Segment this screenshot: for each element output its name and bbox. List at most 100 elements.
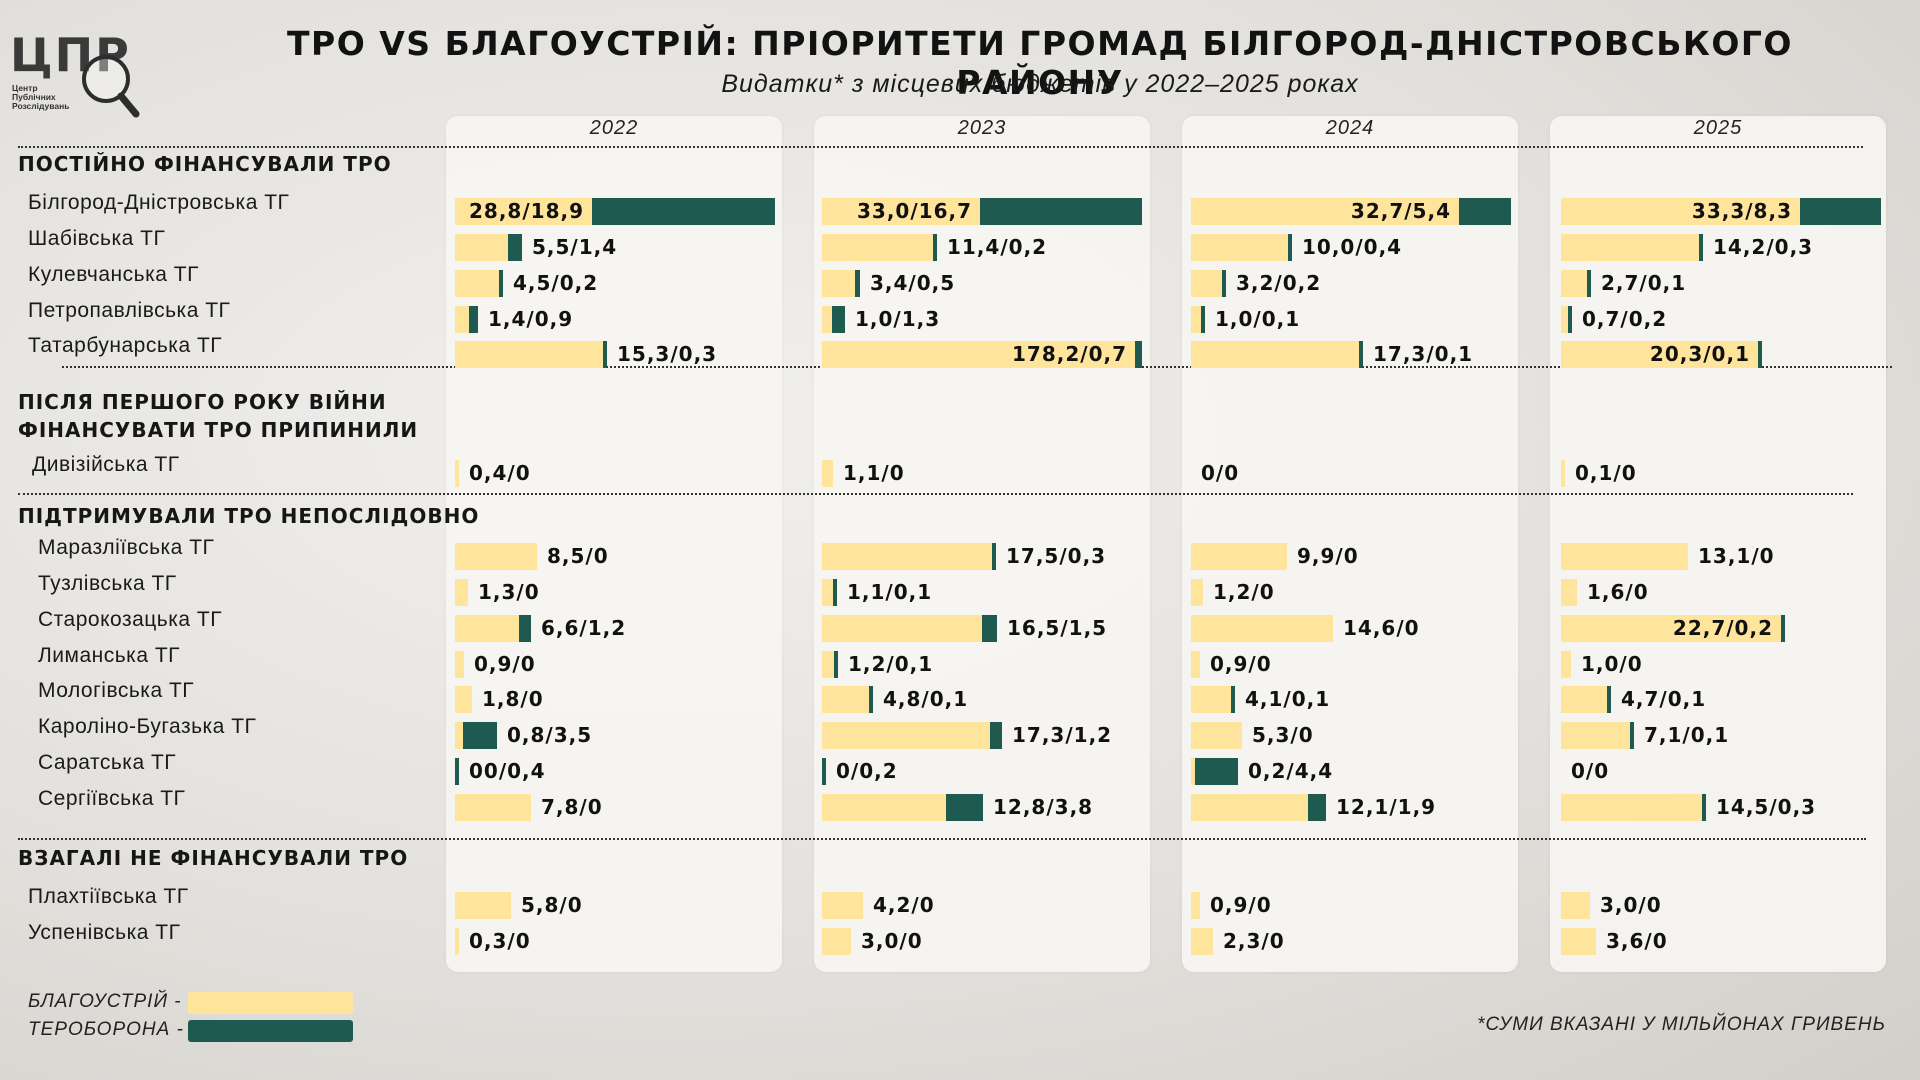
value-label: 1,4/0,9: [488, 307, 574, 331]
value-label: 7,1/0,1: [1644, 723, 1730, 747]
bar-blagoustriy: [1561, 615, 1781, 642]
value-label: 22,7/0,2: [1672, 616, 1773, 640]
bar-teroborona: [933, 234, 937, 261]
bar-blagoustriy: [1561, 198, 1800, 225]
value-label: 1,2/0,1: [848, 652, 934, 676]
row-label: Тузлівська ТГ: [38, 572, 177, 595]
value-label: 1,0/0: [1581, 652, 1643, 676]
row-label: Сергіївська ТГ: [38, 787, 186, 810]
bar-teroborona: [1231, 686, 1235, 713]
bar-teroborona: [455, 758, 459, 785]
value-label: 14,6/0: [1343, 616, 1420, 640]
legend-label-tro: ТЕРОБОРОНА -: [28, 1019, 184, 1040]
value-label: 17,5/0,3: [1006, 544, 1107, 568]
value-label: 3,0/0: [861, 929, 923, 953]
bar-blagoustriy: [1191, 722, 1242, 749]
bar-blagoustriy: [1561, 928, 1596, 955]
bar-teroborona: [822, 758, 826, 785]
bar-teroborona: [1607, 686, 1611, 713]
value-label: 28,8/18,9: [469, 199, 584, 223]
year-label: 2022: [589, 117, 639, 139]
row-label: Маразліївська ТГ: [38, 536, 215, 559]
value-label: 1,6/0: [1587, 580, 1649, 604]
bar-teroborona: [1135, 341, 1142, 368]
bar-teroborona: [592, 198, 775, 225]
chart-title: ТРО VS БЛАГОУСТРІЙ: ПРІОРИТЕТИ ГРОМАД БІ…: [287, 24, 1793, 102]
row-label: Старокозацька ТГ: [38, 608, 223, 631]
bar-blagoustriy: [455, 460, 459, 487]
year-label: 2025: [1693, 117, 1743, 139]
bar-blagoustriy: [822, 892, 863, 919]
chart-subtitle: Видатки* з місцевих бюджетів у 2022–2025…: [721, 70, 1359, 98]
value-label: 14,2/0,3: [1713, 235, 1814, 259]
value-label: 1,2/0: [1213, 580, 1275, 604]
value-label: 4,5/0,2: [513, 271, 599, 295]
bar-blagoustriy: [822, 928, 851, 955]
bar-blagoustriy: [1561, 686, 1607, 713]
bar-blagoustriy: [1561, 543, 1688, 570]
row-label: Петропавлівська ТГ: [28, 299, 231, 322]
bar-teroborona: [869, 686, 873, 713]
bar-blagoustriy: [1191, 306, 1201, 333]
value-label: 3,0/0: [1600, 893, 1662, 917]
logo: ЦПР Центр Публічних Розслідувань: [10, 28, 140, 118]
value-label: 15,3/0,3: [617, 342, 718, 366]
bar-teroborona: [992, 543, 996, 570]
bar-teroborona: [1702, 794, 1706, 821]
bar-blagoustriy: [455, 543, 537, 570]
separator: [18, 146, 1863, 148]
bar-blagoustriy: [1561, 892, 1590, 919]
bar-blagoustriy: [1561, 794, 1702, 821]
value-label: 11,4/0,2: [947, 235, 1048, 259]
row-label: Кулевчанська ТГ: [28, 263, 199, 286]
value-label: 0,2/4,4: [1248, 759, 1334, 783]
bar-blagoustriy: [455, 234, 508, 261]
bar-blagoustriy: [455, 651, 464, 678]
bar-teroborona: [1758, 341, 1762, 368]
separator: [18, 493, 1853, 495]
year-label: 2024: [1325, 117, 1375, 139]
magnifier-icon: [82, 55, 140, 118]
bar-blagoustriy: [1191, 928, 1213, 955]
bar-blagoustriy: [1191, 686, 1231, 713]
bar-teroborona: [519, 615, 531, 642]
bar-blagoustriy: [1191, 198, 1459, 225]
bar-teroborona: [508, 234, 522, 261]
row-label: Дивізійська ТГ: [32, 453, 180, 476]
bar-blagoustriy: [822, 651, 834, 678]
value-label: 0/0,2: [836, 759, 898, 783]
value-label: 14,5/0,3: [1716, 795, 1817, 819]
value-label: 0,8/3,5: [507, 723, 593, 747]
logo-subtitle: Центр Публічних Розслідувань: [12, 84, 69, 111]
row-label: Лиманська ТГ: [38, 644, 181, 667]
value-label: 7,8/0: [541, 795, 603, 819]
value-label: 10,0/0,4: [1302, 235, 1403, 259]
bar-teroborona: [832, 306, 845, 333]
value-label: 1,0/0,1: [1215, 307, 1301, 331]
bar-teroborona: [946, 794, 983, 821]
row-label: Успенівська ТГ: [28, 921, 181, 944]
footnote: *СУМИ ВКАЗАНІ У МІЛЬЙОНАХ ГРИВЕНЬ: [1477, 1014, 1886, 1035]
bar-teroborona: [1195, 758, 1238, 785]
bar-teroborona: [1781, 615, 1785, 642]
value-label: 0,4/0: [469, 461, 531, 485]
logo-sub-line: Центр: [12, 83, 38, 93]
bar-blagoustriy: [1191, 543, 1287, 570]
value-label: 3,2/0,2: [1236, 271, 1322, 295]
bar-blagoustriy: [822, 579, 833, 606]
value-label: 2,7/0,1: [1601, 271, 1687, 295]
value-label: 17,3/0,1: [1373, 342, 1474, 366]
bar-teroborona: [463, 722, 497, 749]
value-label: 17,3/1,2: [1012, 723, 1113, 747]
bar-blagoustriy: [1561, 341, 1758, 368]
bar-blagoustriy: [455, 579, 468, 606]
bar-blagoustriy: [1191, 615, 1333, 642]
bar-blagoustriy: [1561, 651, 1571, 678]
value-label: 33,3/8,3: [1691, 199, 1792, 223]
value-label: 4,8/0,1: [883, 687, 969, 711]
logo-letters: ЦПР: [10, 28, 131, 82]
logo-sub-line: Розслідувань: [12, 101, 70, 111]
value-label: 00/0,4: [469, 759, 546, 783]
bar-blagoustriy: [455, 198, 592, 225]
bar-blagoustriy: [822, 270, 855, 297]
